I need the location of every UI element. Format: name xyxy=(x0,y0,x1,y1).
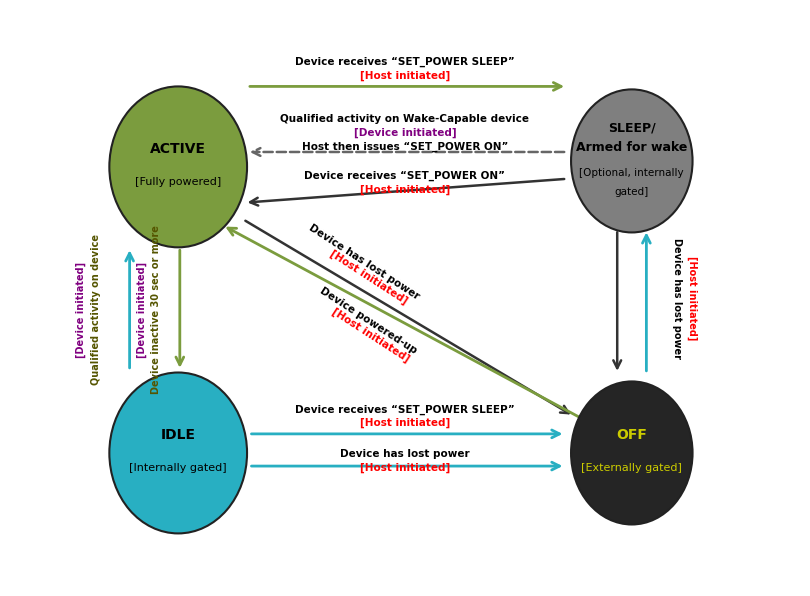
Text: [Host initiated]: [Host initiated] xyxy=(360,418,450,429)
Text: [Optional, internally: [Optional, internally xyxy=(579,168,684,178)
Text: SLEEP/: SLEEP/ xyxy=(608,122,655,135)
Ellipse shape xyxy=(571,381,693,524)
Text: IDLE: IDLE xyxy=(160,428,196,442)
Text: [Host initiated]: [Host initiated] xyxy=(360,462,450,473)
Text: [Host initiated]: [Host initiated] xyxy=(330,306,411,364)
Text: Device receives “SET_POWER SLEEP”: Device receives “SET_POWER SLEEP” xyxy=(295,404,515,415)
Text: Device inactive 30 sec or more: Device inactive 30 sec or more xyxy=(151,225,161,395)
Text: OFF: OFF xyxy=(616,428,647,442)
Text: Device receives “SET_POWER SLEEP”: Device receives “SET_POWER SLEEP” xyxy=(295,57,515,67)
Text: Qualified activity on Wake-Capable device: Qualified activity on Wake-Capable devic… xyxy=(280,114,530,124)
Text: [Host initiated]: [Host initiated] xyxy=(360,70,450,81)
Text: Device powered-up: Device powered-up xyxy=(318,285,419,356)
Text: Device has lost power: Device has lost power xyxy=(672,237,682,359)
Text: Armed for wake: Armed for wake xyxy=(576,141,688,154)
Ellipse shape xyxy=(109,372,247,533)
Text: [Externally gated]: [Externally gated] xyxy=(582,463,682,473)
Text: gated]: gated] xyxy=(615,187,649,197)
Ellipse shape xyxy=(571,89,693,232)
Text: Device receives “SET_POWER ON”: Device receives “SET_POWER ON” xyxy=(305,170,505,181)
Text: [Internally gated]: [Internally gated] xyxy=(130,463,227,473)
Text: [Device initiated]: [Device initiated] xyxy=(354,128,456,138)
Text: Host then issues “SET_POWER ON”: Host then issues “SET_POWER ON” xyxy=(302,141,508,152)
Text: [Device initiated]: [Device initiated] xyxy=(137,262,147,358)
Text: [Host initiated]: [Host initiated] xyxy=(687,256,697,340)
Text: [Host initiated]: [Host initiated] xyxy=(360,184,450,195)
Text: Device has lost power: Device has lost power xyxy=(340,449,470,459)
Text: [Host initiated]: [Host initiated] xyxy=(328,249,409,306)
Ellipse shape xyxy=(109,86,247,247)
Text: Device has lost power: Device has lost power xyxy=(308,223,421,302)
Text: [Device initiated]: [Device initiated] xyxy=(76,262,86,358)
Text: [Fully powered]: [Fully powered] xyxy=(135,177,221,187)
Text: Qualified activity on device: Qualified activity on device xyxy=(91,234,100,386)
Text: ACTIVE: ACTIVE xyxy=(150,142,207,156)
